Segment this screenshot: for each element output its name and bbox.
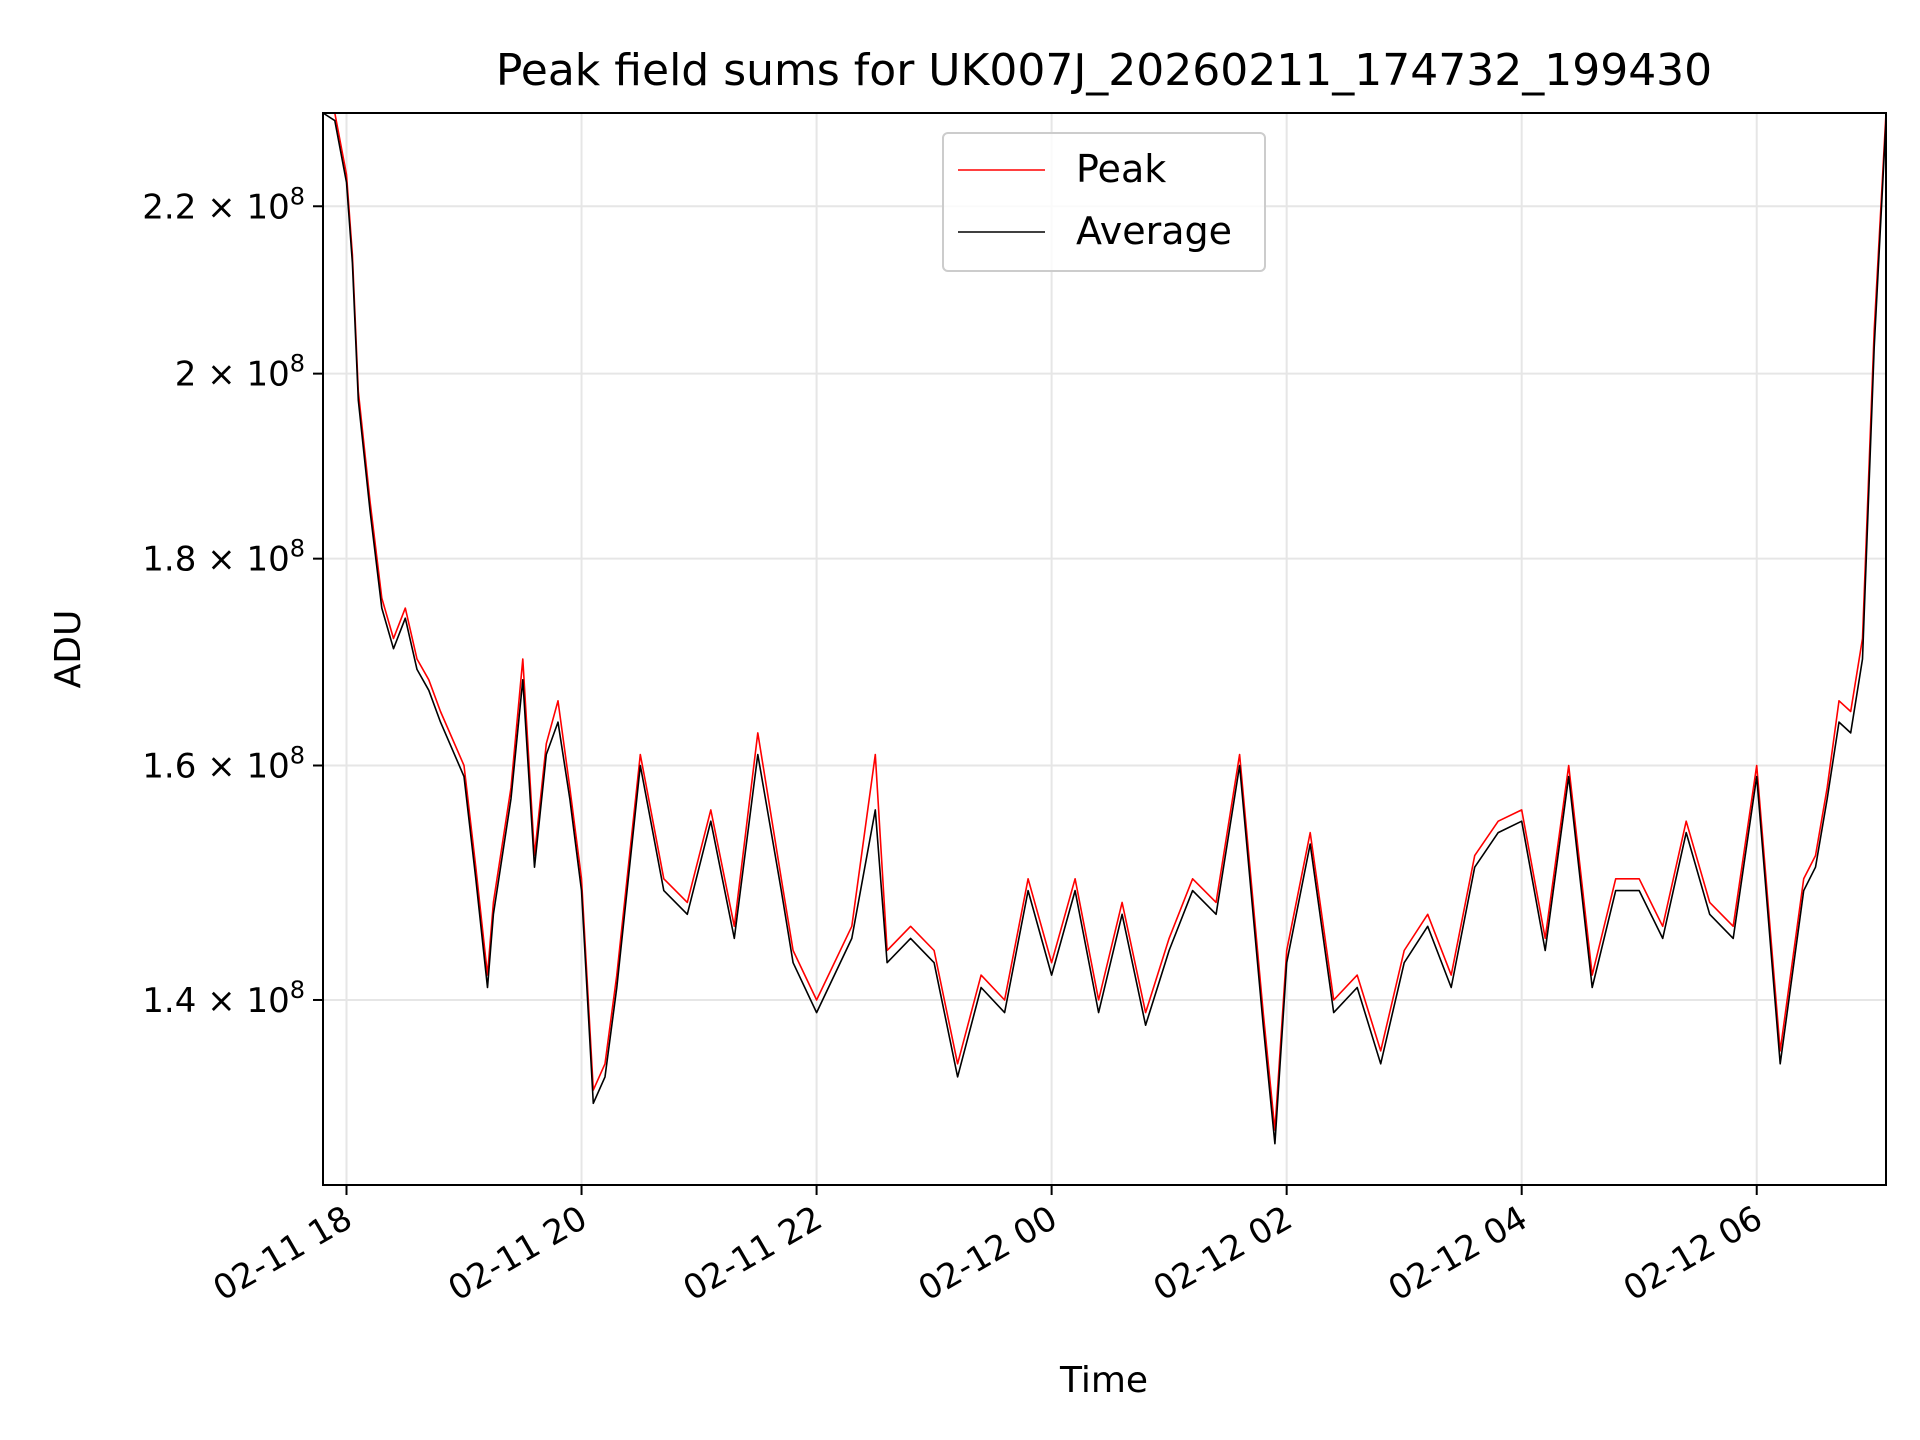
legend-box (942, 132, 1266, 272)
y-axis-label: ADU (48, 610, 89, 689)
y-tick-label: 2 × 108 (175, 350, 305, 395)
legend: Peak Average (942, 132, 1266, 272)
grid-lines (323, 113, 1886, 1185)
legend-label-average: Average (1076, 209, 1232, 253)
series-line-peak (323, 112, 1887, 1131)
chart-title: Peak field sums for UK007J_20260211_1747… (496, 45, 1712, 96)
plot-area-frame (322, 112, 1887, 1186)
y-tick-label: 1.4 × 108 (142, 976, 305, 1021)
y-tick-label: 1.6 × 108 (142, 741, 305, 786)
y-axis-ticks: 1.4 × 108 1.6 × 108 1.8 × 108 2 × 108 2.2 × … (142, 182, 323, 1021)
y-tick-label: 2.2 × 108 (142, 182, 305, 227)
series-line-average (322, 112, 1887, 1145)
legend-label-peak: Peak (1076, 147, 1166, 191)
series-lines (322, 112, 1887, 1145)
y-tick-label: 1.8 × 108 (142, 535, 305, 580)
x-axis-label: Time (1059, 1360, 1148, 1401)
